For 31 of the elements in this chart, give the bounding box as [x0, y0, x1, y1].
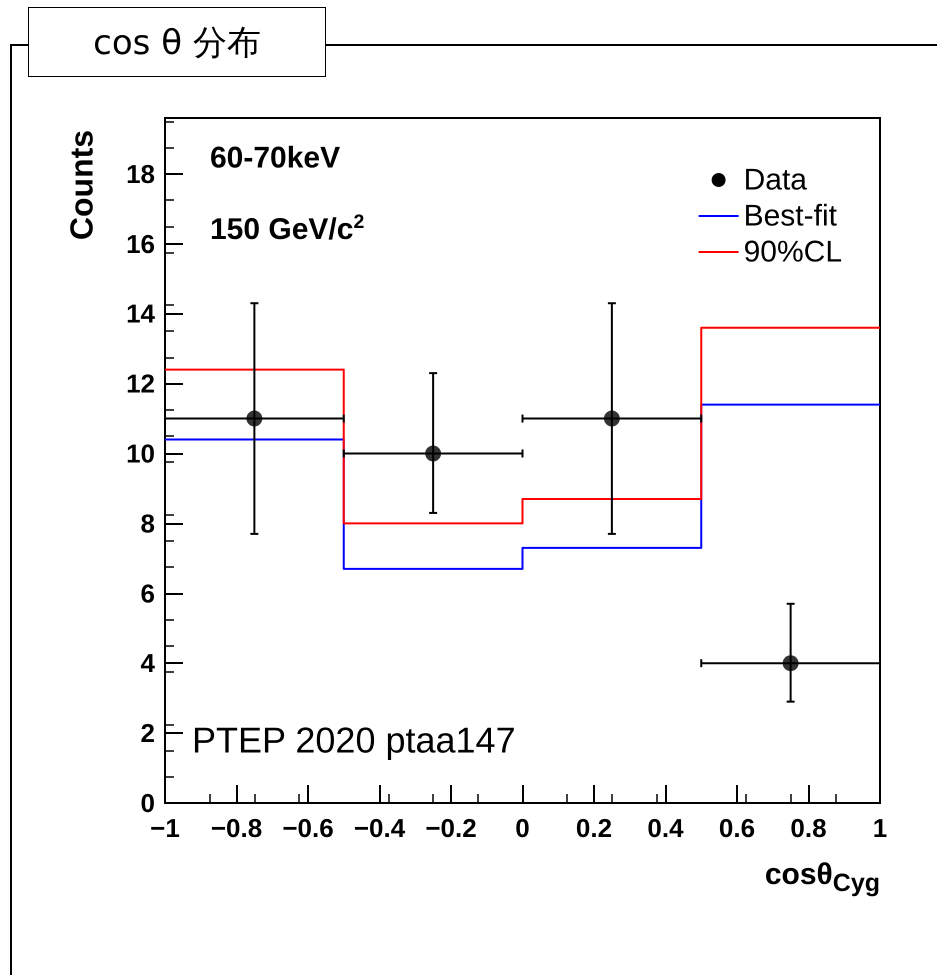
point: [425, 446, 442, 462]
y-tick-label: 16: [126, 228, 155, 259]
x-tick-label: 0.6: [718, 813, 756, 843]
legend-label: 90%CL: [744, 236, 842, 268]
y-tick-label: 8: [140, 508, 155, 538]
y-tick-label: 6: [140, 578, 155, 608]
x-axis-title: cosθ$_{Cyg}$: [764, 858, 880, 898]
legend-label: Best-fit: [744, 200, 838, 232]
point: [246, 410, 262, 427]
y-tick-label: 10: [126, 438, 155, 469]
y-tick-label: 12: [126, 368, 155, 399]
x-tick-label: −0.6: [282, 813, 334, 843]
x-tick-label: −0.2: [425, 813, 477, 843]
point: [604, 410, 620, 427]
y-axis-title: Counts: [64, 130, 100, 240]
x-tick-label: −0.4: [354, 813, 406, 843]
legend-label: Data: [744, 164, 808, 196]
y-tick-label: 18: [126, 158, 155, 189]
x-tick-label: 1: [872, 813, 888, 843]
x-tick-label: 0: [515, 813, 530, 843]
point: [782, 655, 799, 672]
x-tick-label: 0.8: [790, 813, 827, 843]
x-tick-label: 0.4: [647, 813, 684, 843]
y-tick-label: 14: [126, 298, 156, 329]
y-tick-label: 4: [140, 648, 156, 678]
y-tick-label: 2: [140, 718, 155, 748]
annotation: 60-70keV: [210, 142, 340, 174]
chart-title: cos θ 分布: [28, 7, 326, 77]
annotation: PTEP 2020 ptaa147: [192, 720, 516, 760]
x-tick-label: 0.2: [576, 813, 612, 843]
x-tick-label: −0.8: [210, 813, 262, 843]
